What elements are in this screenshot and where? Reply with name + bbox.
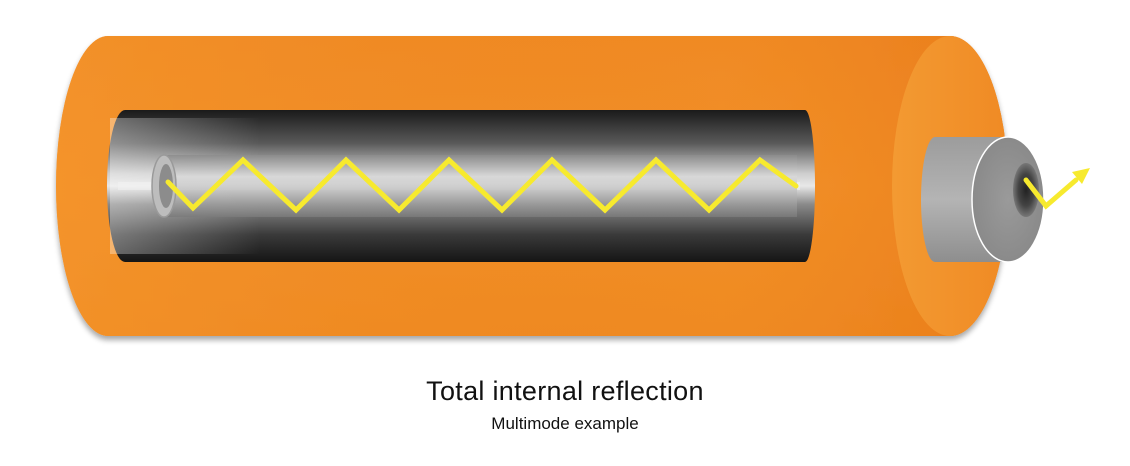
ferrule — [921, 137, 1044, 262]
diagram-title: Total internal reflection — [0, 376, 1130, 407]
fiber-diagram — [0, 0, 1130, 370]
diagram-subtitle: Multimode example — [0, 414, 1130, 434]
